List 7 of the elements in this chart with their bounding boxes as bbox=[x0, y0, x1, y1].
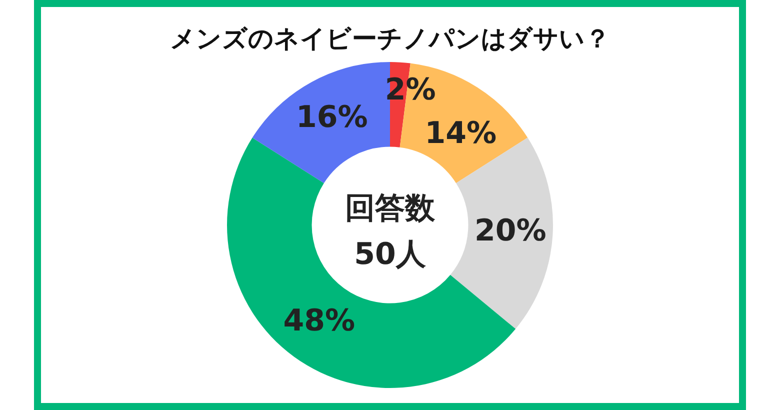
data-label: 14% bbox=[424, 116, 497, 151]
text: 50人 bbox=[354, 237, 426, 272]
data-label: 16% bbox=[296, 100, 368, 136]
chart-title: メンズのネイビーチノパンはダサい？ bbox=[169, 23, 611, 55]
data-label: 48% bbox=[283, 303, 356, 338]
data-label: 20% bbox=[474, 213, 546, 248]
text: 回答数 bbox=[345, 191, 435, 226]
